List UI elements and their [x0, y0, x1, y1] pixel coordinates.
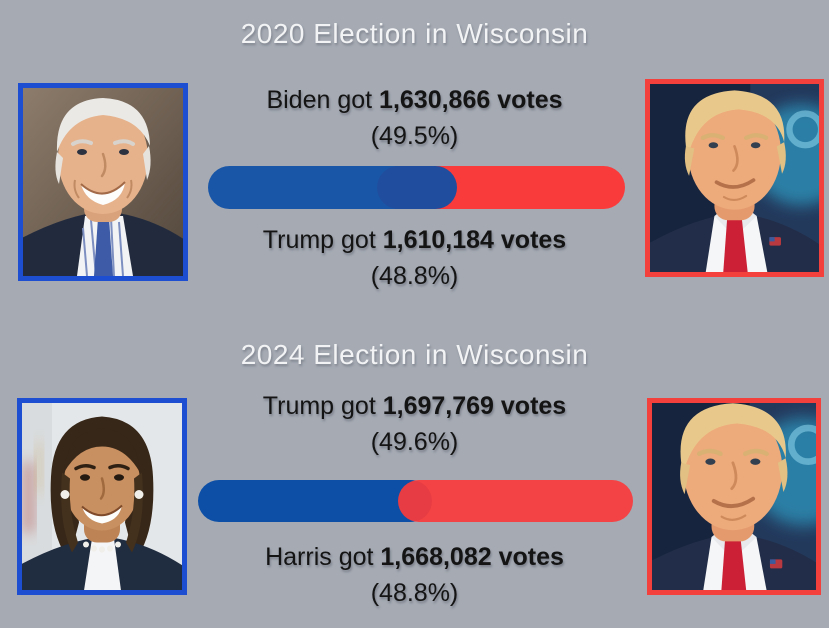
section-title-2024: 2024 Election in Wisconsin [240, 339, 589, 370]
loser-pct-2024: (48.8%) [370, 579, 459, 607]
winner-votes-value-2020: 1,630,866 votes [379, 86, 563, 114]
winner-votes-line-2020: Biden got 1,630,866 votes [0, 86, 829, 115]
loser-votes-value-2020: 1,610,184 votes [382, 226, 567, 254]
loser-votes-line-2024: Harris got 1,668,082 votes [0, 543, 829, 572]
photo-donald-trump-2024 [647, 398, 821, 595]
winner-prefix-2020: Biden got [266, 86, 380, 114]
section-title-2020: 2020 Election in Wisconsin [240, 18, 589, 49]
winner-votes-line-2024: Trump got 1,697,769 votes [0, 392, 829, 421]
loser-pct-2020: (48.8%) [370, 262, 459, 290]
loser-prefix-2024: Harris got [265, 543, 381, 571]
kamala-harris-portrait [22, 403, 182, 590]
photo-donald-trump-2020 [645, 79, 824, 277]
democrat-bar-segment [198, 480, 433, 522]
donald-trump-portrait [650, 84, 819, 272]
winner-votes-value-2024: 1,697,769 votes [382, 392, 567, 420]
loser-prefix-2020: Trump got [262, 226, 383, 254]
loser-votes-value-2024: 1,668,082 votes [380, 543, 564, 571]
winner-pct-2024: (49.6%) [370, 428, 459, 456]
vote-share-bar-2024 [198, 480, 633, 522]
joe-biden-portrait [23, 88, 183, 276]
photo-joe-biden [18, 83, 188, 281]
democrat-bar-segment [208, 166, 457, 209]
winner-pct-2020: (49.5%) [370, 122, 459, 150]
donald-trump-portrait [652, 403, 816, 590]
winner-prefix-2024: Trump got [262, 392, 383, 420]
photo-kamala-harris [17, 398, 187, 595]
vote-share-bar-2020 [208, 166, 625, 209]
loser-votes-line-2020: Trump got 1,610,184 votes [0, 226, 829, 255]
republican-bar-segment [398, 480, 633, 522]
